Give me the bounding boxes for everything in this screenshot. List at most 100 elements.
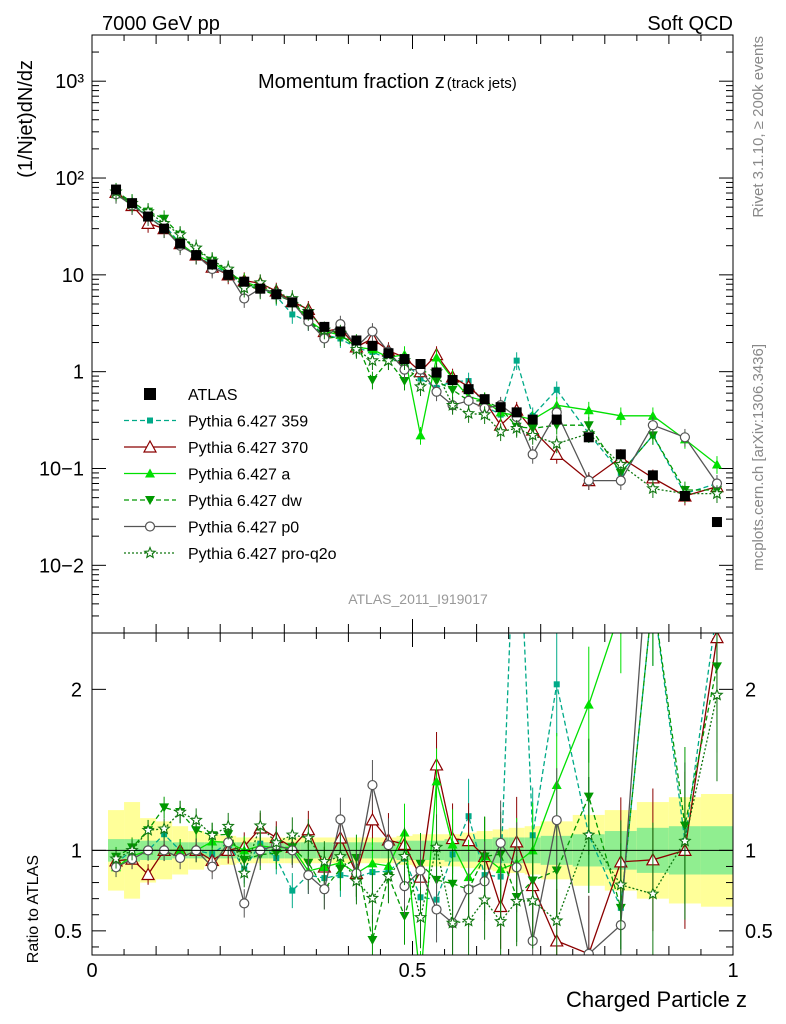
ratio-point bbox=[514, 458, 520, 464]
ratio-point bbox=[365, 891, 380, 904]
main-frame bbox=[91, 34, 734, 634]
legend-marker bbox=[144, 521, 156, 532]
ratio-point bbox=[712, 374, 722, 383]
ratio-point bbox=[381, 869, 396, 883]
data-point bbox=[445, 398, 460, 411]
ratio-point bbox=[413, 910, 428, 924]
ratio-point bbox=[239, 898, 250, 909]
data-point bbox=[646, 481, 660, 495]
chart-title-main: Momentum fraction z bbox=[258, 71, 445, 93]
ratio-point bbox=[712, 604, 721, 613]
analysis-watermark: ATLAS_2011_I919017 bbox=[348, 591, 488, 607]
data-point bbox=[239, 276, 250, 287]
data-point bbox=[479, 394, 490, 405]
data-point bbox=[679, 490, 690, 501]
ratio-point bbox=[583, 699, 594, 709]
ratio-point bbox=[509, 894, 524, 907]
data-point bbox=[710, 486, 724, 500]
data-point bbox=[191, 250, 202, 261]
data-point bbox=[415, 430, 426, 440]
ratio-point bbox=[447, 879, 458, 889]
ratio-point bbox=[583, 948, 594, 955]
data-point bbox=[553, 386, 560, 393]
ratio-y-tick-label: 2 bbox=[71, 679, 82, 701]
ratio-point bbox=[303, 870, 314, 881]
data-point bbox=[463, 395, 474, 406]
data-point bbox=[351, 335, 362, 346]
data-point bbox=[367, 376, 378, 386]
ratio-line bbox=[115, 637, 718, 955]
data-point bbox=[583, 432, 594, 443]
ratio-point bbox=[141, 823, 155, 836]
data-point bbox=[647, 410, 658, 420]
main-panel: Momentum fraction z (track jets) ATLAS_20… bbox=[15, 34, 734, 634]
legend-entry: ATLAS bbox=[188, 387, 238, 404]
legend-marker bbox=[145, 468, 155, 478]
data-point bbox=[367, 326, 378, 337]
ratio-point bbox=[415, 865, 426, 876]
data-point bbox=[647, 420, 658, 431]
rivet-version-label: Rivet 3.1.10, ≥ 200k events bbox=[750, 36, 767, 218]
y-tick-label: 10 bbox=[62, 265, 84, 287]
ratio-point bbox=[550, 913, 564, 927]
legend-marker bbox=[147, 417, 153, 424]
data-point bbox=[615, 475, 626, 486]
ratio-point bbox=[678, 834, 692, 847]
ratio-point bbox=[365, 812, 380, 826]
ratio-point bbox=[289, 887, 296, 894]
ratio-point bbox=[319, 884, 330, 895]
data-point bbox=[463, 384, 474, 395]
ratio-point bbox=[317, 854, 332, 868]
header-left: 7000 GeV pp bbox=[102, 13, 220, 35]
data-point bbox=[679, 432, 691, 443]
ratio-pythia-6-427-pro-q2o bbox=[109, 633, 724, 955]
ratio-point bbox=[648, 343, 658, 352]
ratio-point bbox=[205, 828, 219, 841]
data-point bbox=[349, 342, 363, 355]
ratio-series bbox=[109, 343, 724, 955]
ratio-line bbox=[115, 633, 718, 941]
ratio-point bbox=[493, 914, 508, 928]
data-point bbox=[527, 449, 538, 460]
x-tick-label: 0.5 bbox=[399, 960, 427, 982]
series-pythia-6-427-a bbox=[111, 185, 722, 474]
data-point bbox=[319, 321, 330, 332]
ratio-point bbox=[429, 840, 444, 853]
ratio-point bbox=[431, 904, 442, 915]
ratio-point bbox=[207, 861, 218, 872]
legend-entry: Pythia 6.427 p0 bbox=[188, 520, 299, 537]
ratio-point bbox=[616, 604, 626, 613]
data-point bbox=[711, 517, 722, 528]
ratio-point bbox=[285, 827, 299, 841]
ratio-y-tick-label-right: 0.5 bbox=[745, 921, 773, 943]
ratio-point bbox=[173, 804, 187, 818]
ratio-point bbox=[614, 877, 628, 891]
ratio-y-tick-label-right: 1 bbox=[745, 840, 756, 862]
ratio-point bbox=[333, 849, 347, 863]
data-point bbox=[431, 377, 442, 387]
ratio-axes: 0.5 0.51 12 20 0.5 1 bbox=[54, 633, 773, 982]
data-point bbox=[399, 377, 410, 387]
data-point bbox=[207, 259, 218, 270]
data-point bbox=[526, 428, 540, 442]
mcplots-source-label: mcplots.cern.ch [arXiv:1306.3436] bbox=[750, 344, 767, 571]
data-point bbox=[303, 309, 314, 320]
legend-marker bbox=[145, 496, 155, 505]
ratio-point bbox=[582, 827, 596, 841]
series-atlas bbox=[111, 184, 722, 528]
main-series bbox=[109, 182, 724, 528]
data-point bbox=[173, 227, 187, 241]
ratio-frame bbox=[91, 632, 734, 956]
ratio-point bbox=[221, 819, 235, 832]
data-point bbox=[549, 447, 564, 460]
legend-marker bbox=[143, 545, 157, 559]
data-point bbox=[511, 407, 522, 418]
data-point bbox=[431, 386, 442, 397]
ratio-point bbox=[399, 911, 410, 921]
data-point bbox=[383, 348, 394, 359]
ratio-point bbox=[237, 866, 251, 879]
data-point bbox=[367, 340, 378, 351]
legend-entry: Pythia 6.427 370 bbox=[188, 440, 308, 457]
ratio-point bbox=[157, 821, 171, 835]
